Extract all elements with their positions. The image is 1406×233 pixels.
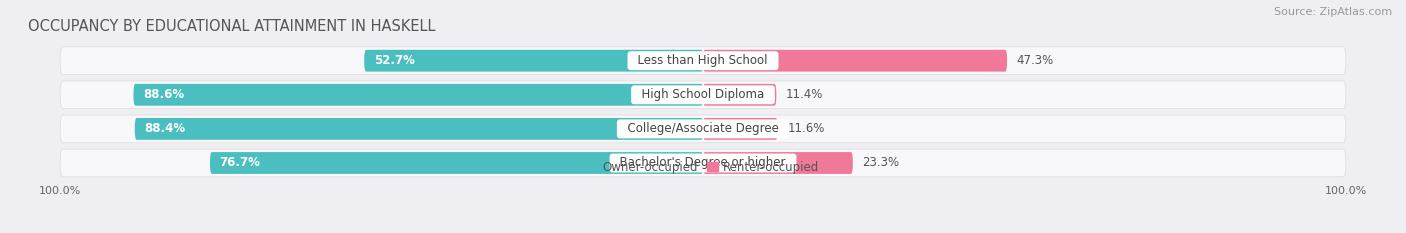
FancyBboxPatch shape bbox=[60, 149, 1346, 177]
Text: Less than High School: Less than High School bbox=[630, 54, 776, 67]
FancyBboxPatch shape bbox=[703, 118, 778, 140]
FancyBboxPatch shape bbox=[60, 115, 1346, 143]
Text: 11.4%: 11.4% bbox=[786, 88, 824, 101]
Text: College/Associate Degree: College/Associate Degree bbox=[620, 122, 786, 135]
Text: 76.7%: 76.7% bbox=[219, 157, 260, 169]
FancyBboxPatch shape bbox=[60, 81, 1346, 109]
Text: High School Diploma: High School Diploma bbox=[634, 88, 772, 101]
Text: Bachelor's Degree or higher: Bachelor's Degree or higher bbox=[613, 157, 793, 169]
Text: 23.3%: 23.3% bbox=[862, 157, 900, 169]
Text: Source: ZipAtlas.com: Source: ZipAtlas.com bbox=[1274, 7, 1392, 17]
FancyBboxPatch shape bbox=[703, 50, 1007, 72]
Text: 47.3%: 47.3% bbox=[1017, 54, 1054, 67]
Text: OCCUPANCY BY EDUCATIONAL ATTAINMENT IN HASKELL: OCCUPANCY BY EDUCATIONAL ATTAINMENT IN H… bbox=[28, 19, 436, 34]
FancyBboxPatch shape bbox=[134, 84, 703, 106]
FancyBboxPatch shape bbox=[135, 118, 703, 140]
Text: 11.6%: 11.6% bbox=[787, 122, 824, 135]
Text: 88.6%: 88.6% bbox=[143, 88, 184, 101]
Text: 52.7%: 52.7% bbox=[374, 54, 415, 67]
FancyBboxPatch shape bbox=[703, 84, 776, 106]
Legend: Owner-occupied, Renter-occupied: Owner-occupied, Renter-occupied bbox=[582, 156, 824, 179]
FancyBboxPatch shape bbox=[209, 152, 703, 174]
FancyBboxPatch shape bbox=[703, 152, 853, 174]
FancyBboxPatch shape bbox=[60, 47, 1346, 75]
FancyBboxPatch shape bbox=[364, 50, 703, 72]
Text: 88.4%: 88.4% bbox=[145, 122, 186, 135]
